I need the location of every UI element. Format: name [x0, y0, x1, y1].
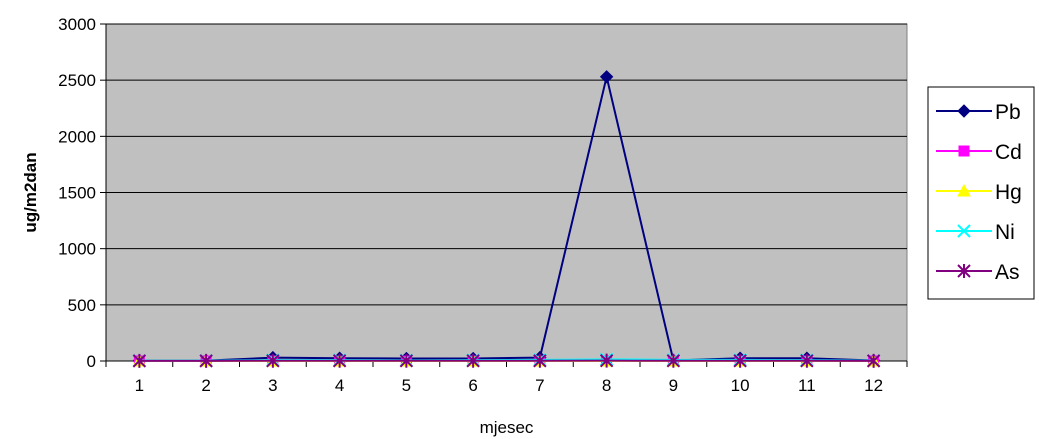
x-tick-label: 9: [669, 376, 678, 395]
x-tick-label: 7: [535, 376, 544, 395]
x-tick-label: 8: [602, 376, 611, 395]
data-point-as: [533, 353, 547, 368]
data-point-as: [266, 353, 280, 368]
legend-item-pb: Pb: [936, 101, 1021, 124]
legend-box: [927, 86, 1035, 300]
legend-label: Pb: [995, 101, 1021, 124]
legend-marker-hg: [957, 183, 971, 197]
legend-marker-pb: [957, 104, 971, 118]
y-axis-ticks: 0 500 1000 1500 2000 2500 3000: [58, 15, 106, 371]
x-tick-label: 12: [864, 376, 883, 395]
legend-marker-as: [957, 264, 971, 278]
y-tick-label: 1000: [58, 240, 96, 259]
data-point-as: [800, 353, 814, 368]
x-tick-label: 11: [798, 376, 816, 395]
x-tick-label: 4: [335, 376, 344, 395]
data-point-as: [599, 353, 614, 368]
data-point-as: [666, 353, 681, 368]
y-axis-title: ug/m2dan: [21, 152, 40, 232]
y-tick-label: 1500: [58, 184, 96, 203]
series-as: [132, 353, 881, 368]
y-tick-label: 500: [68, 296, 96, 315]
x-tick-label: 10: [731, 376, 750, 395]
y-tick-label: 3000: [58, 15, 96, 34]
data-point-as: [132, 353, 147, 368]
legend-marker-ni: [957, 224, 971, 238]
legend-item-cd: Cd: [936, 141, 1022, 164]
x-axis-title: mjesec: [480, 418, 534, 437]
x-tick-label: 1: [135, 376, 144, 395]
data-point-pb: [599, 70, 614, 84]
legend-label: Hg: [995, 181, 1022, 204]
x-axis-ticks: 1 2 3 4 5 6 7 8 9 10 11 12: [105, 361, 908, 395]
gridlines: [106, 23, 907, 306]
legend-item-ni: Ni: [936, 221, 1015, 244]
data-point-as: [733, 353, 747, 368]
series-layer: [132, 70, 881, 368]
x-tick-label: 6: [468, 376, 477, 395]
y-tick-label: 2500: [58, 71, 96, 90]
legend-label: As: [995, 261, 1020, 284]
x-tick-label: 3: [268, 376, 277, 395]
y-tick-label: 0: [87, 352, 96, 371]
legend-item-hg: Hg: [936, 181, 1022, 204]
y-tick-label: 2000: [58, 127, 96, 146]
legend-label: Cd: [995, 141, 1022, 164]
data-point-as: [199, 353, 213, 368]
legend-label: Ni: [995, 221, 1015, 244]
data-point-as: [332, 353, 347, 368]
x-tick-label: 2: [201, 376, 210, 395]
data-point-as: [399, 353, 414, 368]
legend: Pb Cd Hg Ni As: [927, 86, 1035, 300]
x-tick-label: 5: [402, 376, 411, 395]
data-point-as: [466, 353, 480, 368]
data-point-as: [866, 353, 881, 368]
legend-item-as: As: [936, 261, 1020, 284]
legend-marker-cd: [958, 145, 970, 157]
series-line-pb: [139, 76, 874, 362]
